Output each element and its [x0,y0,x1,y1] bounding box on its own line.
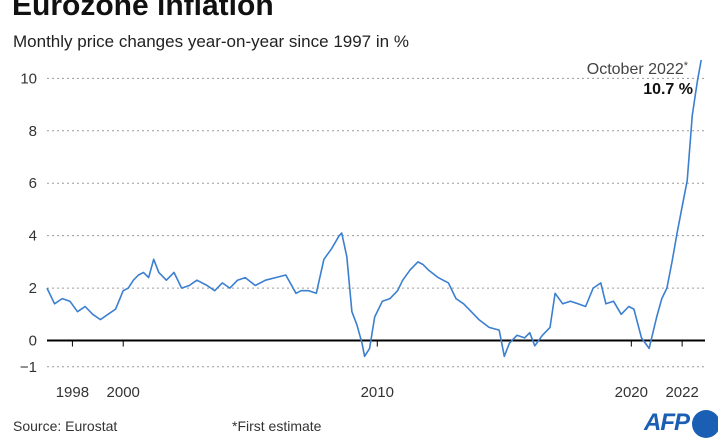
source-note: Source: Eurostat [13,418,118,434]
y-tick-label: 0 [29,333,37,350]
afp-logo: AFP [644,409,690,436]
x-tick-label: 1998 [56,384,89,401]
y-tick-label: −1 [20,359,37,376]
y-tick-label: 6 [29,175,37,192]
last-value-annotation: October 2022* 10.7 % [587,60,693,98]
y-tick-label: 10 [20,70,37,87]
chart-title: Eurozone inflation [12,0,274,22]
y-tick-label: 8 [29,123,37,140]
y-tick-label: 4 [29,228,37,245]
footnote: *First estimate [232,418,322,434]
x-tick-label: 2000 [107,384,140,401]
gridlines [47,77,705,368]
x-tick-label: 2010 [361,384,394,401]
afp-logo-dot [692,410,718,438]
x-tick-label: 2020 [615,384,648,401]
series-line [46,59,702,358]
annotation-value: 10.7 % [643,81,693,98]
x-axis-ticks: 1998 2000 2010 2020 2022 [56,340,699,401]
annotation-label: October 2022* [587,60,689,78]
y-tick-label: 2 [29,280,37,297]
y-axis-ticks: −1 0 2 4 6 8 10 [20,70,37,375]
x-tick-label: 2022 [665,384,698,401]
chart-subtitle: Monthly price changes year-on-year since… [13,32,409,51]
